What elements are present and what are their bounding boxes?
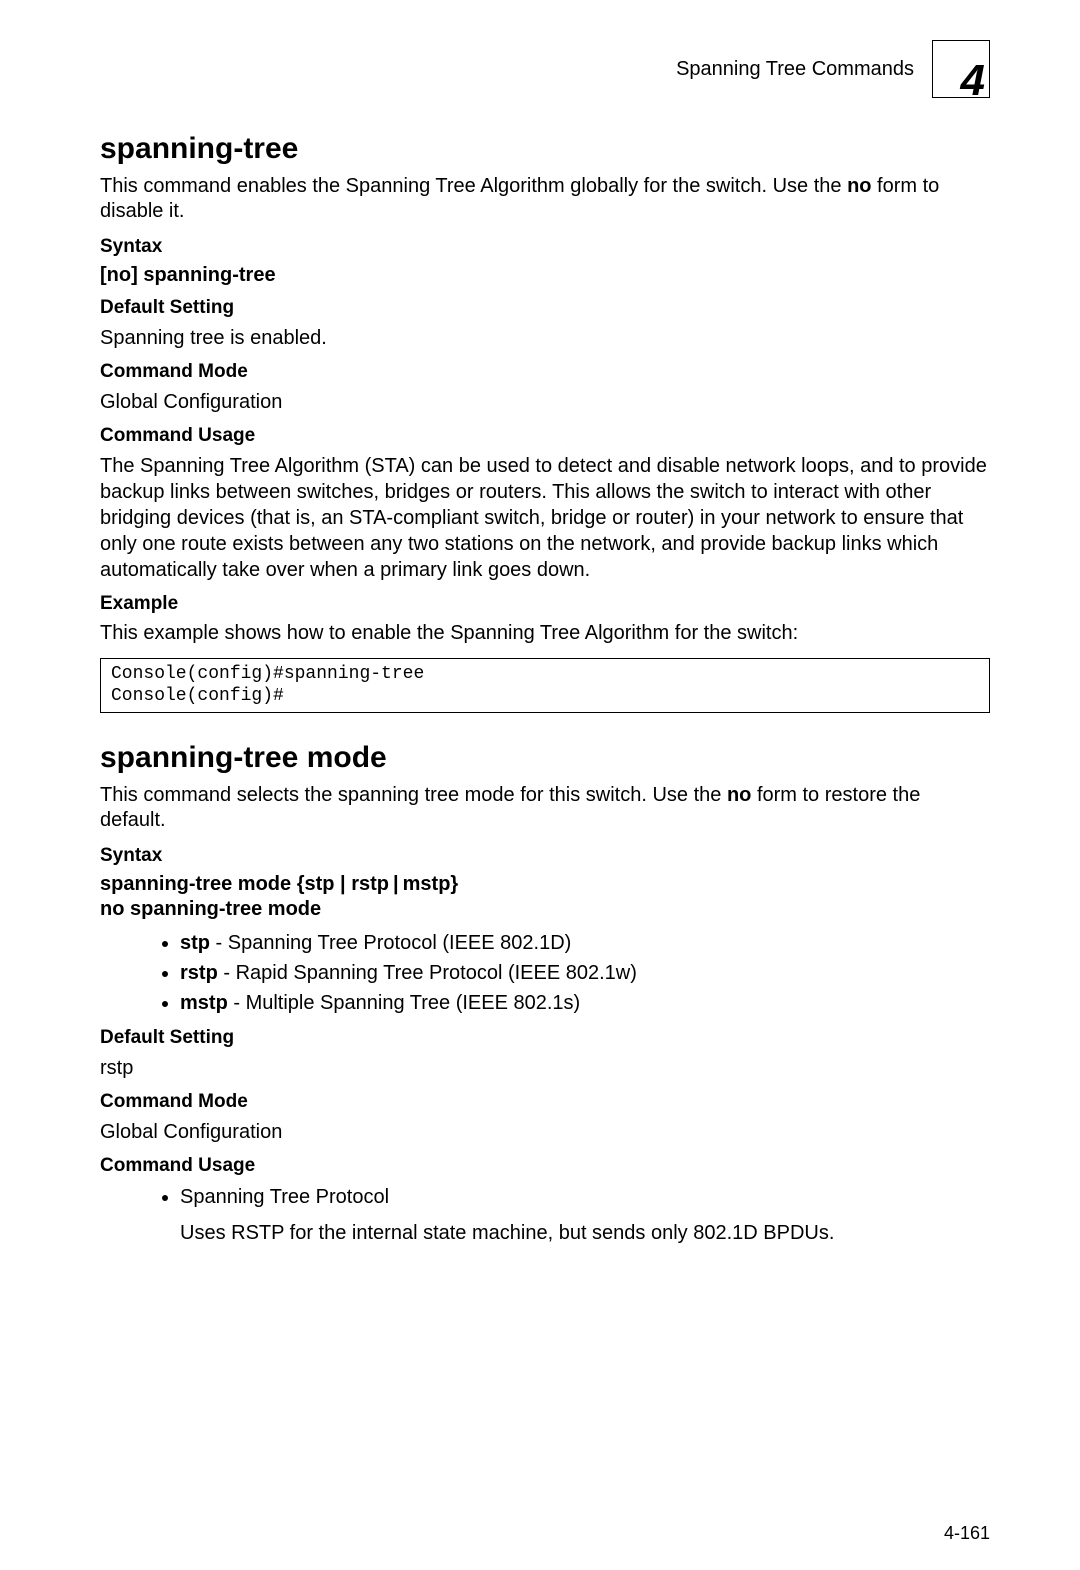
command-usage-text: The Spanning Tree Algorithm (STA) can be…	[100, 453, 990, 583]
brace: }	[450, 873, 458, 895]
text: - Multiple Spanning Tree (IEEE 802.1s)	[228, 992, 580, 1014]
text: stp	[180, 932, 210, 954]
page-number: 4-161	[944, 1523, 990, 1544]
list-item: Spanning Tree Protocol Uses RSTP for the…	[180, 1183, 990, 1247]
command-mode-label: Command Mode	[100, 361, 990, 383]
default-setting-label: Default Setting	[100, 1027, 990, 1049]
usage-list: Spanning Tree Protocol Uses RSTP for the…	[100, 1183, 990, 1247]
command-usage-label: Command Usage	[100, 425, 990, 447]
command-description: This command enables the Spanning Tree A…	[100, 174, 990, 224]
default-setting-text: Spanning tree is enabled.	[100, 325, 990, 351]
command-mode-text: Global Configuration	[100, 1119, 990, 1145]
bold-text: no	[847, 175, 871, 197]
default-setting-text: rstp	[100, 1055, 990, 1081]
example-code-block: Console(config)#spanning-tree Console(co…	[100, 658, 990, 713]
chapter-number: 4	[961, 59, 985, 103]
text: rstp	[180, 962, 218, 984]
list-item: stp - Spanning Tree Protocol (IEEE 802.1…	[180, 929, 990, 957]
bold-text: no	[727, 784, 751, 806]
text: spanning-tree	[138, 264, 276, 286]
default-setting-label: Default Setting	[100, 297, 990, 319]
text: no spanning-tree mode	[100, 898, 321, 920]
command-mode-text: Global Configuration	[100, 389, 990, 415]
page-header: Spanning Tree Commands 4	[100, 40, 990, 98]
brace: {	[297, 873, 305, 895]
syntax-line: [no] spanning-tree	[100, 264, 990, 287]
header-section-title: Spanning Tree Commands	[676, 58, 914, 81]
text: - Spanning Tree Protocol (IEEE 802.1D)	[210, 932, 571, 954]
text: This command enables the Spanning Tree A…	[100, 175, 847, 197]
example-intro: This example shows how to enable the Spa…	[100, 621, 990, 646]
text: Spanning Tree Protocol	[180, 1186, 389, 1208]
syntax-options-list: stp - Spanning Tree Protocol (IEEE 802.1…	[100, 929, 990, 1017]
command-mode-label: Command Mode	[100, 1091, 990, 1113]
example-label: Example	[100, 593, 990, 615]
pipe: |	[335, 873, 352, 895]
page: Spanning Tree Commands 4 spanning-tree T…	[0, 0, 1080, 1570]
syntax-line: no spanning-tree mode	[100, 898, 990, 921]
text: spanning-tree mode	[100, 873, 297, 895]
chapter-number-box: 4	[932, 40, 990, 98]
text: Uses RSTP for the internal state machine…	[180, 1219, 990, 1247]
syntax-label: Syntax	[100, 845, 990, 867]
text: - Rapid Spanning Tree Protocol (IEEE 802…	[218, 962, 637, 984]
list-item: rstp - Rapid Spanning Tree Protocol (IEE…	[180, 959, 990, 987]
text: mstp	[180, 992, 228, 1014]
syntax-line: spanning-tree mode {stp | rstp|mstp}	[100, 873, 990, 896]
list-item: mstp - Multiple Spanning Tree (IEEE 802.…	[180, 989, 990, 1017]
command-usage-label: Command Usage	[100, 1155, 990, 1177]
command-description: This command selects the spanning tree m…	[100, 783, 990, 833]
command-title: spanning-tree mode	[100, 741, 990, 775]
text: no	[107, 264, 131, 286]
text: stp	[305, 873, 335, 895]
pipe: |	[389, 873, 403, 895]
command-title: spanning-tree	[100, 132, 990, 166]
text: This command selects the spanning tree m…	[100, 784, 727, 806]
text: mstp	[403, 873, 451, 895]
syntax-label: Syntax	[100, 236, 990, 258]
text: rstp	[351, 873, 389, 895]
